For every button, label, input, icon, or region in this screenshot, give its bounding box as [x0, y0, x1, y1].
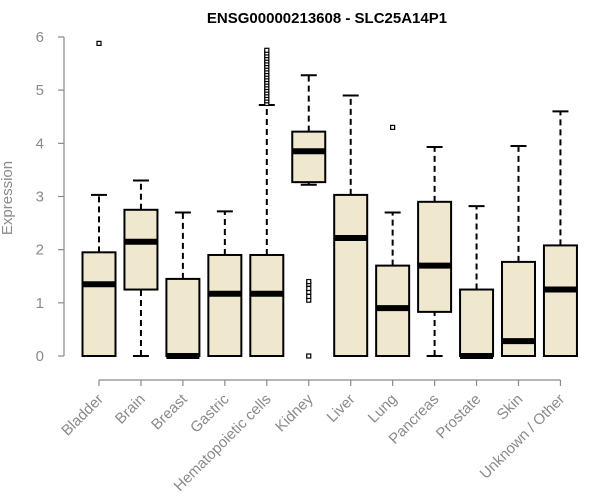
y-tick-label: 5: [36, 82, 44, 99]
outlier-point: [306, 278, 312, 285]
x-tick-label: Bladder: [58, 391, 107, 440]
y-tick-label: 6: [36, 29, 44, 46]
x-tick-label: Lung: [365, 391, 401, 427]
outlier-point: [306, 293, 312, 300]
box-skin: [501, 144, 536, 357]
outlier-point: [96, 40, 102, 46]
box-iqr: [459, 288, 495, 357]
box-series: [81, 40, 578, 359]
box-pancreas: [417, 146, 453, 357]
chart-title: ENSG00000213608 - SLC25A14P1: [207, 10, 447, 27]
box-brain: [123, 179, 159, 357]
box-kidney: [291, 74, 327, 359]
x-tick-label: Kidney: [272, 390, 317, 435]
outlier-point: [390, 124, 396, 130]
y-axis-label: Expression: [0, 161, 16, 235]
box-prostate: [459, 205, 495, 359]
x-tick-label: Prostate: [433, 391, 485, 443]
y-tick-label: 0: [36, 348, 44, 365]
box-liver: [333, 94, 369, 357]
box-iqr: [417, 200, 453, 313]
outlier-point: [306, 353, 312, 359]
box-hematopoietic-cells: [249, 47, 285, 358]
y-tick-label: 1: [36, 295, 44, 312]
x-tick-label: Brain: [112, 391, 149, 428]
box-lung: [375, 124, 411, 357]
x-tick-label: Breast: [148, 390, 191, 433]
x-tick-label: Skin: [494, 391, 527, 424]
outlier-point: [306, 285, 312, 292]
box-iqr: [542, 244, 578, 357]
y-tick-label: 3: [36, 189, 44, 206]
y-axis: 0 1 2 3 4 5 6: [36, 29, 65, 365]
box-iqr: [249, 253, 285, 358]
box-iqr: [81, 251, 117, 357]
box-iqr: [333, 193, 369, 357]
box-bladder: [81, 40, 117, 357]
box-iqr: [291, 130, 327, 184]
y-tick-label: 4: [36, 135, 44, 152]
box-iqr: [207, 253, 243, 358]
box-iqr: [123, 208, 159, 291]
y-tick-label: 2: [36, 242, 44, 259]
box-gastric: [207, 210, 243, 358]
x-tick-label: Liver: [324, 391, 359, 426]
box-breast: [165, 211, 201, 359]
box-unknown-other: [542, 110, 578, 357]
outlier-point: [264, 47, 270, 53]
box-iqr: [165, 277, 201, 357]
